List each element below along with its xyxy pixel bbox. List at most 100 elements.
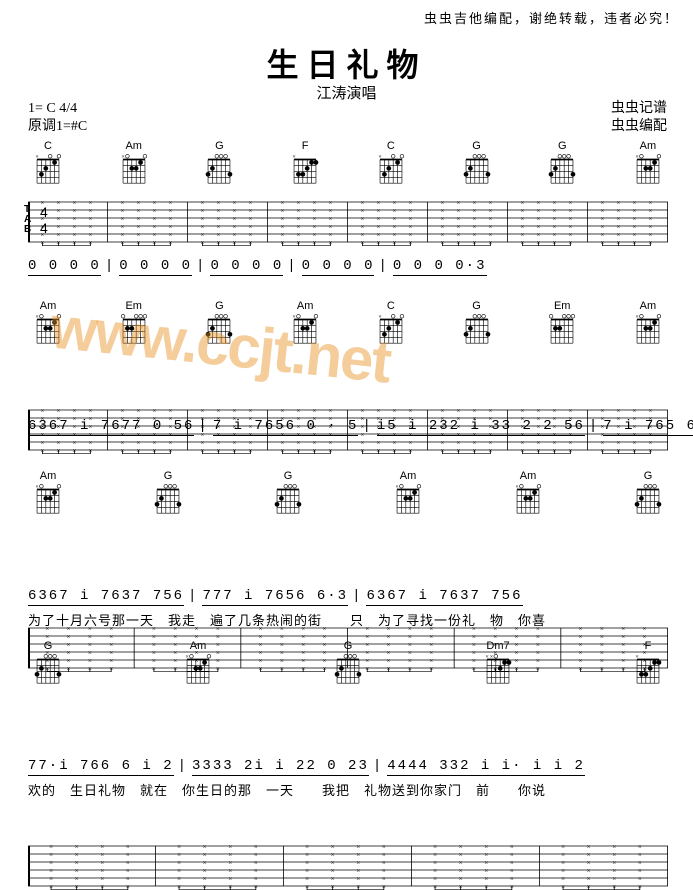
- chord-row: C×Am×GF×C×GGAm×: [28, 140, 668, 196]
- svg-text:×: ×: [72, 231, 76, 239]
- svg-text:×: ×: [136, 215, 140, 223]
- svg-text:×: ×: [376, 223, 380, 231]
- chord-name: F: [302, 140, 309, 152]
- chord-diagram: Am×: [508, 470, 548, 526]
- chord-diagram: G: [457, 300, 497, 356]
- svg-text:×: ×: [376, 407, 380, 415]
- svg-text:×: ×: [568, 207, 572, 215]
- chord-name: Am: [297, 300, 314, 312]
- chord-name: Am: [40, 470, 57, 482]
- svg-text:×: ×: [456, 223, 460, 231]
- chord-name: G: [558, 140, 567, 152]
- svg-text:×: ×: [49, 867, 53, 875]
- svg-text:×: ×: [254, 843, 258, 851]
- svg-text:×: ×: [456, 199, 460, 207]
- svg-text:×: ×: [616, 439, 620, 447]
- svg-text:×: ×: [228, 867, 232, 875]
- svg-text:×: ×: [56, 223, 60, 231]
- chord-name: G: [44, 640, 53, 652]
- svg-text:×: ×: [472, 231, 476, 239]
- svg-text:×: ×: [203, 867, 207, 875]
- svg-text:×: ×: [228, 859, 232, 867]
- svg-text:×: ×: [120, 439, 124, 447]
- svg-text:×: ×: [248, 199, 252, 207]
- svg-text:×: ×: [168, 223, 172, 231]
- chord-name: Am: [125, 140, 142, 152]
- svg-text:×: ×: [488, 439, 492, 447]
- svg-text:×: ×: [408, 207, 412, 215]
- svg-text:×: ×: [120, 407, 124, 415]
- svg-text:×: ×: [382, 851, 386, 859]
- chord-diagram: C×: [371, 300, 411, 356]
- chord-diagram: Am×: [388, 470, 428, 526]
- svg-text:×: ×: [520, 231, 524, 239]
- svg-text:×: ×: [376, 207, 380, 215]
- svg-text:×: ×: [152, 439, 156, 447]
- svg-text:×: ×: [228, 851, 232, 859]
- svg-text:×: ×: [616, 223, 620, 231]
- svg-text:×: ×: [248, 439, 252, 447]
- svg-text:×: ×: [200, 223, 204, 231]
- chord-diagram: Em: [542, 300, 582, 356]
- svg-text:×: ×: [632, 231, 636, 239]
- svg-text:×: ×: [280, 407, 284, 415]
- svg-text:×: ×: [40, 439, 44, 447]
- svg-text:×: ×: [440, 223, 444, 231]
- time-signature: 44: [40, 204, 48, 236]
- svg-text:×: ×: [392, 407, 396, 415]
- svg-text:×: ×: [49, 843, 53, 851]
- svg-text:×: ×: [612, 843, 616, 851]
- svg-text:×: ×: [440, 215, 444, 223]
- svg-text:×: ×: [280, 223, 284, 231]
- svg-text:×: ×: [568, 407, 572, 415]
- svg-text:×: ×: [484, 851, 488, 859]
- chord-diagram: Am×: [178, 640, 218, 696]
- svg-text:×: ×: [328, 207, 332, 215]
- svg-text:×: ×: [360, 439, 364, 447]
- svg-text:×: ×: [568, 231, 572, 239]
- svg-text:×: ×: [488, 199, 492, 207]
- svg-text:×: ×: [152, 207, 156, 215]
- svg-text:×: ×: [305, 867, 309, 875]
- svg-text:×: ×: [536, 223, 540, 231]
- svg-text:×: ×: [312, 223, 316, 231]
- svg-text:×: ×: [305, 859, 309, 867]
- svg-text:×: ×: [232, 215, 236, 223]
- svg-text:×: ×: [152, 215, 156, 223]
- svg-text:×: ×: [331, 875, 335, 883]
- svg-text:×: ×: [177, 867, 181, 875]
- chord-diagram: Am×: [285, 300, 325, 356]
- chord-diagram: G: [328, 640, 368, 696]
- svg-text:×: ×: [561, 843, 565, 851]
- svg-text:×: ×: [440, 231, 444, 239]
- svg-text:×: ×: [75, 851, 79, 859]
- svg-text:×: ×: [382, 875, 386, 883]
- svg-text:×: ×: [75, 875, 79, 883]
- svg-text:×: ×: [203, 859, 207, 867]
- svg-text:×: ×: [382, 843, 386, 851]
- svg-text:×: ×: [616, 407, 620, 415]
- svg-text:×: ×: [168, 407, 172, 415]
- svg-text:×: ×: [200, 215, 204, 223]
- svg-text:×: ×: [88, 223, 92, 231]
- svg-text:×: ×: [120, 215, 124, 223]
- svg-text:×: ×: [600, 207, 604, 215]
- svg-text:×: ×: [331, 843, 335, 851]
- chord-diagram: Am×: [28, 470, 68, 526]
- jianpu-line: 77·i 766 6 i 2|3333 2i i 22 0 23|4444 33…: [28, 758, 668, 774]
- jianpu-line: 6367 i 7677 0 56|7 i 7656 0 · 5|i5 i 232…: [28, 418, 668, 434]
- chord-diagram: Am×: [28, 300, 68, 356]
- svg-text:×: ×: [520, 223, 524, 231]
- svg-text:×: ×: [49, 851, 53, 859]
- svg-text:×: ×: [648, 407, 652, 415]
- chord-diagram: F×: [628, 640, 668, 696]
- chord-name: G: [344, 640, 353, 652]
- svg-text:×: ×: [440, 207, 444, 215]
- svg-text:×: ×: [305, 875, 309, 883]
- svg-text:×: ×: [280, 199, 284, 207]
- chord-name: G: [472, 300, 481, 312]
- svg-text:×: ×: [488, 207, 492, 215]
- svg-text:×: ×: [408, 439, 412, 447]
- chord-diagram: G: [28, 640, 68, 696]
- svg-text:×: ×: [382, 859, 386, 867]
